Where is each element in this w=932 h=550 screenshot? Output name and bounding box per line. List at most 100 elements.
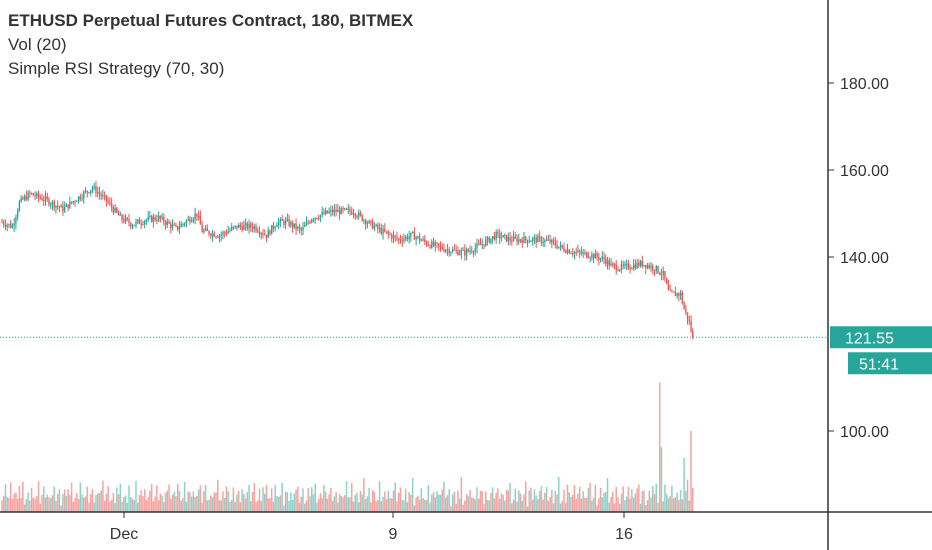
volume-bar: [84, 496, 87, 512]
volume-bar: [227, 491, 229, 512]
candle-body: [645, 264, 647, 268]
candle-body: [76, 201, 78, 203]
volume-bar: [326, 498, 329, 512]
volume-bar: [535, 495, 537, 512]
volume-indicator-label[interactable]: Vol (20): [8, 35, 67, 54]
candle-body: [436, 242, 438, 244]
volume-bar: [77, 499, 80, 512]
volume-bar: [29, 500, 31, 512]
volume-bar: [563, 489, 565, 512]
volume-bar: [114, 502, 116, 512]
candle-body: [63, 206, 66, 212]
volume-bar: [83, 497, 85, 512]
candle-body: [351, 211, 353, 215]
candle-body: [681, 292, 684, 303]
volume-bar: [685, 490, 687, 512]
volume-bar: [483, 503, 485, 512]
candle-body: [264, 234, 266, 236]
candle-body: [345, 208, 348, 210]
candle-body: [177, 226, 179, 230]
candle-body: [128, 219, 130, 224]
volume-bar: [140, 489, 142, 512]
candle-body: [659, 272, 661, 275]
candle-body: [652, 265, 654, 270]
volume-bar: [201, 502, 203, 512]
candle-body: [481, 244, 483, 246]
volume-bar: [443, 481, 445, 512]
volume-bar: [476, 487, 478, 512]
candle-body: [86, 190, 88, 193]
candle-body: [147, 216, 149, 220]
volume-bar: [514, 488, 517, 512]
volume-bar: [279, 495, 282, 512]
volume-bar: [575, 498, 577, 512]
volume-bar: [429, 502, 431, 512]
volume-bar: [384, 491, 386, 512]
candle-body: [154, 217, 156, 220]
volume-bar: [524, 481, 527, 512]
candle-body: [227, 231, 229, 234]
candle-body: [18, 201, 21, 211]
candle-body: [347, 208, 349, 210]
candle-body: [206, 228, 209, 231]
candle-body: [378, 227, 381, 229]
volume-bar: [260, 500, 263, 512]
candle-body: [375, 224, 377, 226]
volume-bar: [356, 492, 358, 512]
volume-bar: [138, 495, 141, 512]
x-axis[interactable]: Dec 9 16: [110, 512, 633, 543]
volume-bar: [244, 498, 247, 512]
volume-bar: [622, 486, 624, 512]
volume-bar: [145, 500, 148, 512]
candle-body: [504, 234, 506, 236]
volume-bar: [582, 491, 584, 512]
volume-bar: [237, 491, 240, 512]
volume-bar: [281, 482, 283, 512]
volume-bar: [23, 504, 26, 512]
candle-body: [51, 201, 54, 205]
volume-bar: [439, 494, 442, 512]
candle-body: [224, 232, 226, 234]
candle-body: [236, 225, 238, 229]
volume-bar: [634, 493, 637, 512]
candle-body: [662, 271, 664, 275]
volume-bar: [234, 501, 236, 512]
volume-bar: [217, 479, 219, 512]
candle-body: [455, 250, 457, 252]
strategy-indicator-label[interactable]: Simple RSI Strategy (70, 30): [8, 59, 225, 78]
volume-bar: [605, 492, 607, 512]
candle-body: [572, 253, 574, 255]
volume-bar: [103, 500, 106, 512]
candle-body: [178, 227, 181, 230]
candle-body: [190, 220, 193, 223]
candle-body: [340, 207, 342, 215]
volume-bar: [516, 501, 518, 512]
volume-bar: [222, 491, 224, 512]
volume-bar: [551, 489, 553, 512]
volume-bar: [453, 491, 456, 512]
candle-body: [505, 234, 508, 242]
volume-bar: [458, 498, 461, 512]
volume-bar: [213, 492, 216, 512]
volume-bar: [613, 503, 616, 512]
volume-bar: [681, 499, 684, 512]
volume-bar: [307, 488, 309, 512]
candle-body: [90, 190, 92, 193]
volume-bar: [521, 500, 524, 512]
candle-body: [197, 215, 200, 217]
volume-bar: [100, 490, 102, 512]
candle-body: [37, 193, 40, 198]
volume-bar: [119, 483, 122, 512]
volume-bar: [251, 492, 254, 512]
candle-body: [577, 250, 579, 253]
candle-body: [432, 241, 435, 246]
candle-body: [394, 235, 396, 237]
volume-bar: [411, 478, 414, 512]
candle-body: [606, 260, 609, 265]
candle-body: [300, 228, 302, 231]
candle-body: [585, 252, 588, 258]
candle-body: [311, 219, 313, 223]
candle-body: [352, 213, 355, 215]
y-axis[interactable]: 180.00 160.00 140.00 100.00: [828, 76, 889, 441]
